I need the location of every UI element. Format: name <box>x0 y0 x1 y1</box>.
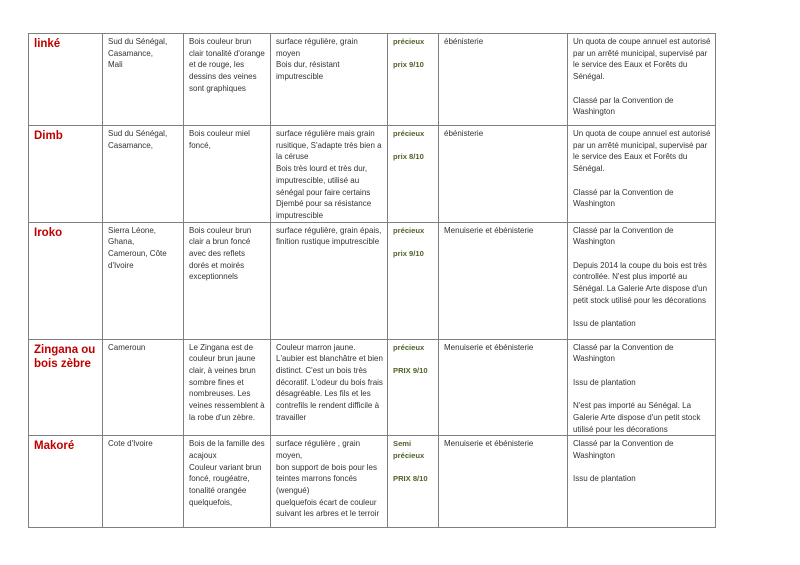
usage-text: ébénisterie <box>444 129 484 138</box>
note-paragraph: Un quota de coupe annuel est autorisé pa… <box>573 129 711 174</box>
usage-cell: ébénisterie <box>438 33 568 126</box>
usage-text: Menuiserie et ébénisterie <box>444 225 534 235</box>
surface-text: surface régulière , grain moyen, bon sup… <box>276 439 380 519</box>
note-paragraph: Depuis 2014 la coupe du bois est très co… <box>573 260 708 305</box>
surface-text: surface régulière mais grain rusitique, … <box>276 129 382 220</box>
notes-cell: Classé par la Convention de Washington Is… <box>567 338 716 437</box>
usage-cell: ébénisterie <box>438 125 568 223</box>
category-label: Semi précieux <box>393 439 425 460</box>
wood-name: Makoré <box>28 435 103 529</box>
origin-text: Cameroun <box>108 342 146 352</box>
note-paragraph: Classé par la Convention de Washington <box>573 95 674 117</box>
notes-cell: Classé par la Convention de Washington De… <box>567 221 716 340</box>
description-text: Bois couleur miel foncé, <box>189 129 250 150</box>
note-paragraph: Classé par la Convention de Washington <box>573 225 674 247</box>
description-cell: Le Zingana est de couleur brun jaune cla… <box>183 338 271 437</box>
wood-name: Dimb <box>28 125 103 223</box>
description-text: Bois de la famille des acajoux Couleur v… <box>189 439 265 507</box>
notes-cell: Un quota de coupe annuel est autorisé pa… <box>567 125 716 223</box>
note-paragraph: Issu de plantation <box>573 474 636 484</box>
category-label: précieux <box>393 342 425 352</box>
name-text: Dimb <box>34 130 63 142</box>
wood-name: Iroko <box>28 221 103 340</box>
name-text: linké <box>34 38 61 50</box>
usage-text: ébénisterie <box>444 37 484 46</box>
usage-text: Menuiserie et ébénisterie <box>444 439 534 449</box>
price-rating: prix 9/10 <box>393 249 424 259</box>
surface-cell: surface régulière, grain moyen Bois dur,… <box>270 33 388 126</box>
surface-text: surface régulière, grain moyen Bois dur,… <box>276 37 358 82</box>
table-row: Iroko Sierra Léone, Ghana, Cameroun, Côt… <box>28 221 716 340</box>
origin-cell: Sierra Léone, Ghana, Cameroun, Côte d'Iv… <box>102 221 184 340</box>
surface-text: Couleur marron jaune. L'aubier est blanc… <box>276 342 383 422</box>
origin-text: Cote d'Ivoire <box>108 439 153 449</box>
price-rating: prix 9/10 <box>393 60 424 70</box>
origin-text: Sud du Sénégal, Casamance, Mali <box>108 37 168 70</box>
rating-cell: précieux prix 9/10 <box>387 221 439 340</box>
description-cell: Bois couleur miel foncé, <box>183 125 271 223</box>
surface-cell: surface régulière mais grain rusitique, … <box>270 125 388 223</box>
description-text: Le Zingana est de couleur brun jaune cla… <box>189 342 265 422</box>
table-row: Dimb Sud du Sénégal, Casamance, Bois cou… <box>28 125 716 223</box>
description-cell: Bois de la famille des acajoux Couleur v… <box>183 435 271 529</box>
notes-cell: Classé par la Convention de Washington Is… <box>567 435 716 529</box>
table-row: linké Sud du Sénégal, Casamance, Mali Bo… <box>28 33 716 126</box>
usage-text: Menuiserie et ébénisterie <box>444 342 534 352</box>
note-paragraph: Issu de plantation <box>573 319 636 329</box>
surface-text: surface régulière, grain épais, finition… <box>276 225 382 247</box>
surface-cell: surface régulière , grain moyen, bon sup… <box>270 435 388 529</box>
table-row: Zingana ou bois zèbre Cameroun Le Zingan… <box>28 338 716 437</box>
surface-cell: Couleur marron jaune. L'aubier est blanc… <box>270 338 388 437</box>
price-rating: prix 8/10 <box>393 152 424 162</box>
usage-cell: Menuiserie et ébénisterie <box>438 221 568 340</box>
description-text: Bois couleur brun clair tonalité d'orang… <box>189 37 265 93</box>
note-paragraph: Un quota de coupe annuel est autorisé pa… <box>573 37 711 82</box>
price-rating: PRIX 9/10 <box>393 366 428 376</box>
category-label: précieux <box>393 225 425 235</box>
category-label: précieux <box>393 37 425 46</box>
description-cell: Bois couleur brun clair tonalité d'orang… <box>183 33 271 126</box>
note-paragraph: Issu de plantation <box>573 377 636 387</box>
table-row: Makoré Cote d'Ivoire Bois de la famille … <box>28 435 716 529</box>
surface-cell: surface régulière, grain épais, finition… <box>270 221 388 340</box>
name-text: Zingana ou bois zèbre <box>34 343 96 370</box>
note-paragraph: Classé par la Convention de Washington <box>573 439 674 460</box>
rating-cell: Semi précieux PRIX 8/10 <box>387 435 439 529</box>
origin-cell: Cote d'Ivoire <box>102 435 184 529</box>
notes-cell: Un quota de coupe annuel est autorisé pa… <box>567 33 716 126</box>
category-label: précieux <box>393 129 425 138</box>
origin-cell: Cameroun <box>102 338 184 437</box>
note-paragraph: N'est pas importé au Sénégal. La Galerie… <box>573 401 701 434</box>
description-text: Bois couleur brun clair a brun foncé ave… <box>189 225 252 282</box>
origin-cell: Sud du Sénégal, Casamance, <box>102 125 184 223</box>
wood-name: Zingana ou bois zèbre <box>28 338 103 437</box>
origin-cell: Sud du Sénégal, Casamance, Mali <box>102 33 184 126</box>
note-paragraph: Classé par la Convention de Washington <box>573 342 674 364</box>
name-text: Makoré <box>34 440 75 453</box>
rating-cell: précieux PRIX 9/10 <box>387 338 439 437</box>
name-text: Iroko <box>34 226 63 239</box>
note-paragraph: Classé par la Convention de Washington <box>573 187 674 209</box>
wood-name: linké <box>28 33 103 126</box>
description-cell: Bois couleur brun clair a brun foncé ave… <box>183 221 271 340</box>
rating-cell: précieux prix 8/10 <box>387 125 439 223</box>
wood-species-table: linké Sud du Sénégal, Casamance, Mali Bo… <box>28 33 716 529</box>
usage-cell: Menuiserie et ébénisterie <box>438 338 568 437</box>
price-rating: PRIX 8/10 <box>393 474 428 484</box>
rating-cell: précieux prix 9/10 <box>387 33 439 126</box>
origin-text: Sud du Sénégal, Casamance, <box>108 129 168 150</box>
origin-text: Sierra Léone, Ghana, Cameroun, Côte d'Iv… <box>108 225 167 270</box>
usage-cell: Menuiserie et ébénisterie <box>438 435 568 529</box>
